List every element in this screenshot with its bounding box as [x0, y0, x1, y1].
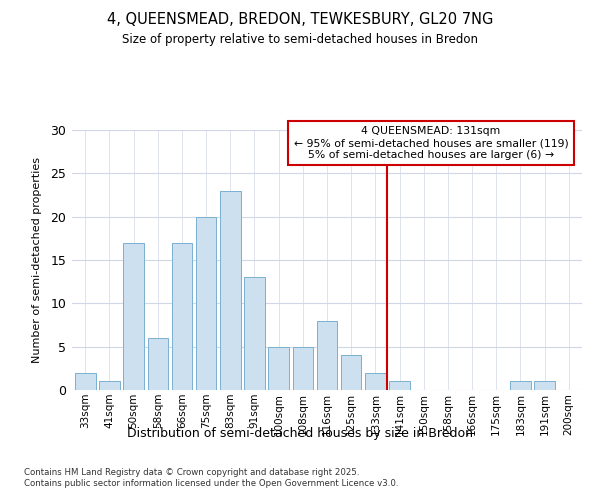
- Text: Size of property relative to semi-detached houses in Bredon: Size of property relative to semi-detach…: [122, 32, 478, 46]
- Bar: [510, 382, 530, 390]
- Bar: [293, 346, 313, 390]
- Bar: [172, 242, 192, 390]
- Bar: [99, 382, 120, 390]
- Bar: [148, 338, 168, 390]
- Bar: [389, 382, 410, 390]
- Bar: [317, 320, 337, 390]
- Bar: [75, 372, 95, 390]
- Bar: [220, 190, 241, 390]
- Bar: [196, 216, 217, 390]
- Bar: [124, 242, 144, 390]
- Y-axis label: Number of semi-detached properties: Number of semi-detached properties: [32, 157, 42, 363]
- Text: Contains HM Land Registry data © Crown copyright and database right 2025.
Contai: Contains HM Land Registry data © Crown c…: [24, 468, 398, 487]
- Bar: [341, 356, 361, 390]
- Text: Distribution of semi-detached houses by size in Bredon: Distribution of semi-detached houses by …: [127, 428, 473, 440]
- Bar: [534, 382, 555, 390]
- Text: 4 QUEENSMEAD: 131sqm
← 95% of semi-detached houses are smaller (119)
5% of semi-: 4 QUEENSMEAD: 131sqm ← 95% of semi-detac…: [293, 126, 568, 160]
- Bar: [365, 372, 386, 390]
- Bar: [268, 346, 289, 390]
- Bar: [244, 278, 265, 390]
- Text: 4, QUEENSMEAD, BREDON, TEWKESBURY, GL20 7NG: 4, QUEENSMEAD, BREDON, TEWKESBURY, GL20 …: [107, 12, 493, 28]
